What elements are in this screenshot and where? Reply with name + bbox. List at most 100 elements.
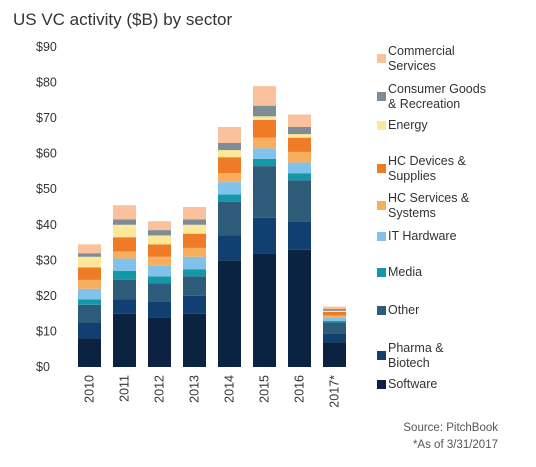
legend-label: Consumer Goods: [388, 82, 486, 96]
x-tick-label: 2012: [153, 375, 167, 403]
bar-segment: [323, 311, 346, 316]
legend-swatch: [377, 380, 386, 389]
bar-segment: [218, 150, 241, 158]
x-tick-label: 2017*: [328, 375, 342, 408]
bar-segment: [253, 105, 276, 117]
chart-title: US VC activity ($B) by sector: [13, 10, 233, 29]
bar-segment: [323, 317, 346, 321]
bar-segment: [113, 279, 136, 300]
bar-segment: [148, 301, 171, 318]
bar-segment: [148, 265, 171, 277]
bar-segment: [78, 288, 101, 300]
bar-segment: [148, 221, 171, 231]
legend-label: & Recreation: [388, 97, 460, 111]
bar-segment: [183, 207, 206, 220]
legend-swatch: [377, 201, 386, 210]
legend-swatch: [377, 232, 386, 241]
bar-segment: [288, 137, 311, 152]
legend-label: Systems: [388, 206, 436, 220]
bar-segment: [113, 237, 136, 252]
bar-segment: [113, 205, 136, 220]
bar-segment: [323, 322, 346, 334]
legend-swatch: [377, 351, 386, 360]
bar-segment: [288, 127, 311, 135]
bar-segment: [183, 233, 206, 248]
bar-segment: [288, 134, 311, 138]
bar-segment: [253, 116, 276, 120]
legend-label: Energy: [388, 118, 428, 132]
x-tick-label: 2016: [293, 375, 307, 403]
bar-segment: [78, 256, 101, 268]
bar-segment: [323, 342, 346, 367]
bar-segment: [218, 194, 241, 202]
legend-label: Pharma &: [388, 341, 444, 355]
bar-segment: [183, 313, 206, 367]
bar-segment: [218, 201, 241, 236]
as-of-note: *As of 3/31/2017: [412, 439, 498, 451]
legend-swatch: [377, 164, 386, 173]
y-tick-label: $80: [36, 76, 57, 90]
bar-segment: [253, 253, 276, 367]
y-tick-label: $40: [36, 218, 57, 232]
legend-label: Media: [388, 265, 422, 279]
bar-segment: [218, 143, 241, 151]
x-tick-label: 2010: [83, 375, 97, 403]
bar-segment: [218, 182, 241, 195]
bar-segment: [218, 260, 241, 367]
y-tick-label: $30: [36, 253, 57, 267]
legend-label: Biotech: [388, 356, 430, 370]
bar-segment: [78, 338, 101, 367]
legend-label: IT Hardware: [388, 229, 457, 243]
legend-label: HC Services &: [388, 191, 470, 205]
bar-segment: [78, 322, 101, 339]
legend-label: Commercial: [388, 44, 455, 58]
bar-segment: [253, 148, 276, 159]
bar-segment: [113, 313, 136, 367]
bar-segment: [323, 309, 346, 311]
bar-segment: [148, 283, 171, 302]
bar-segment: [323, 315, 346, 318]
y-tick-label: $90: [36, 40, 57, 54]
bar-segment: [218, 127, 241, 143]
bar-segment: [288, 114, 311, 127]
legend-swatch: [377, 268, 386, 277]
legend-label: Services: [388, 59, 436, 73]
bar-segment: [218, 235, 241, 261]
bar-segment: [148, 235, 171, 245]
x-tick-label: 2011: [118, 375, 132, 402]
source-note: Source: PitchBook: [403, 422, 498, 434]
bar-segment: [113, 251, 136, 259]
y-tick-label: $60: [36, 147, 57, 161]
bar-segment: [183, 224, 206, 234]
bar-segment: [218, 173, 241, 183]
legend-label: Supplies: [388, 169, 436, 183]
bar-segment: [148, 256, 171, 266]
bar-segment: [253, 86, 276, 106]
bar-segment: [323, 310, 346, 312]
y-tick-label: $20: [36, 289, 57, 303]
bar-segment: [78, 279, 101, 289]
y-tick-label: $70: [36, 111, 57, 125]
bar-segment: [148, 317, 171, 367]
bar-segment: [113, 299, 136, 314]
bar-segment: [288, 249, 311, 367]
bar-segment: [288, 173, 311, 181]
legend-label: HC Devices &: [388, 154, 466, 168]
bar-segment: [183, 247, 206, 257]
bar-segment: [113, 258, 136, 271]
x-tick-label: 2013: [188, 375, 202, 403]
legend-swatch: [377, 306, 386, 315]
bar-segment: [218, 157, 241, 174]
bar-segment: [78, 253, 101, 257]
bar-segment: [288, 221, 311, 250]
bar-segment: [253, 166, 276, 218]
legend-label: Other: [388, 303, 419, 317]
bar-segment: [323, 333, 346, 343]
legend-label: Software: [388, 377, 437, 391]
x-tick-label: 2015: [258, 375, 272, 403]
legend-swatch: [377, 54, 386, 63]
bar-segment: [183, 295, 206, 314]
y-tick-label: $10: [36, 324, 57, 338]
bar-segment: [78, 267, 101, 280]
